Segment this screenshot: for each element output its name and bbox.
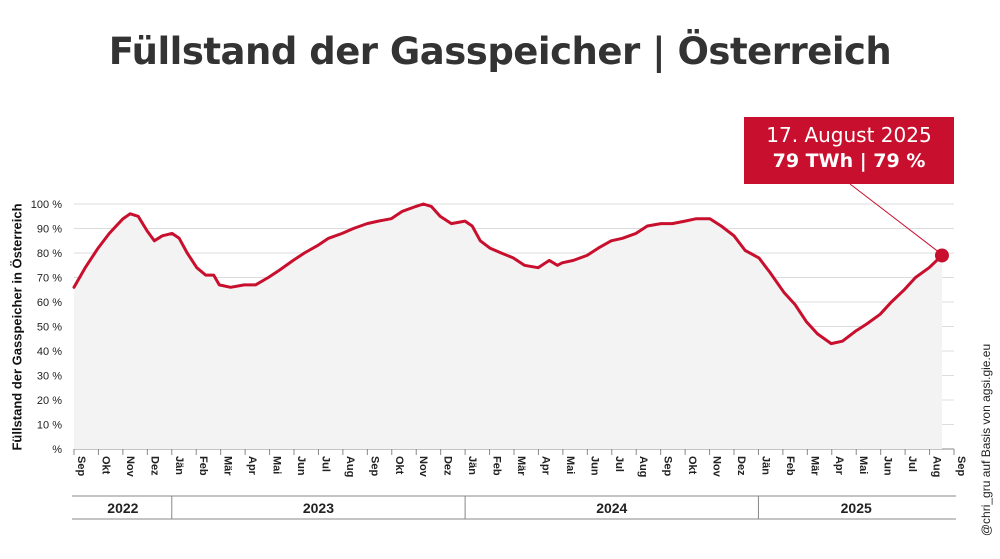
x-tick-label: Mär [808,456,820,476]
y-tick-label: % [52,444,62,456]
y-tick-label: 70 % [37,273,62,285]
y-tick-label: 10 % [37,420,62,432]
latest-value-callout: 17. August 2025 79 TWh | 79 % [744,117,954,184]
x-tick-label: Mai [564,456,576,474]
x-tick-label: Jul [613,456,625,472]
x-tick-label: Dez [442,456,454,476]
x-tick-label: Jän [466,456,478,475]
x-tick-label: Mai [271,456,283,474]
series-line [72,202,944,346]
x-tick-label: Sep [368,456,380,476]
x-tick-label: Sep [75,456,87,476]
x-tick-label: Jun [882,456,894,476]
x-tick-label: Apr [246,456,258,476]
source-credit: @chri_gru auf Basis von agsi.gie.eu [979,343,993,537]
x-tick-label: Okt [99,456,111,475]
x-tick-label: Jän [759,456,771,475]
x-tick-label: Feb [197,456,209,476]
y-tick-label: 100 % [31,199,62,211]
year-label: 2022 [107,500,138,516]
x-tick-label: Aug [931,456,943,477]
year-label: 2023 [303,500,334,516]
year-axis: 2022 2023 2024 2025 [72,495,956,520]
x-tick-label: Apr [833,456,845,476]
x-tick-label: Okt [393,456,405,475]
y-tick-label: 80 % [37,248,62,260]
y-tick-label: 50 % [37,322,62,334]
x-tick-label: Sep [662,456,674,476]
x-tick-label: Jul [906,456,918,472]
x-tick-label: Nov [124,456,136,478]
y-tick-labels: % 10 % 20 % 30 % 40 % 50 % 60 % 70 % 80 % 90 % 100… [31,199,62,456]
y-tick-label: 90 % [37,224,62,236]
x-tick-label: Jän [173,456,185,475]
x-tick-label: Okt [686,456,698,475]
page-title: Füllstand der Gasspeicher | Österreich [108,30,892,73]
highlight-marker [934,248,949,263]
x-tick-label: Feb [784,456,796,476]
x-tick-label: Jun [295,456,307,476]
x-tick-label: Apr [539,456,551,476]
y-tick-label: 30 % [37,371,62,383]
year-label: 2025 [841,500,872,516]
x-tick-label: Aug [344,456,356,477]
x-axis: Sep Okt Nov Dez Jän Feb Mär Apr Mai Jun Jul Aug Sep O… [73,449,967,478]
x-tick-label: Nov [417,456,429,478]
y-axis-label: Füllstand der Gasspeicher in Österreich [9,203,25,451]
x-tick-label: Feb [491,456,503,476]
x-tick-label: Dez [148,456,160,476]
y-tick-label: 40 % [37,346,62,358]
callout-value: 79 TWh | 79 % [772,150,926,172]
x-tick-label: Mär [515,456,527,476]
year-label: 2024 [596,500,627,516]
x-tick-label: Jul [319,456,331,472]
series-area [74,204,942,449]
callout-date: 17. August 2025 [766,123,932,147]
y-tick-label: 20 % [37,395,62,407]
x-tick-label: Aug [637,456,649,477]
y-tick-label: 60 % [37,297,62,309]
x-tick-label: Nov [711,456,723,478]
x-tick-label: Jun [588,456,600,476]
x-tick-label: Mai [857,456,869,474]
x-tick-label: Sep [955,456,967,476]
x-tick-label: Mär [222,456,234,476]
callout-connector [849,183,939,252]
x-tick-label: Dez [735,456,747,476]
